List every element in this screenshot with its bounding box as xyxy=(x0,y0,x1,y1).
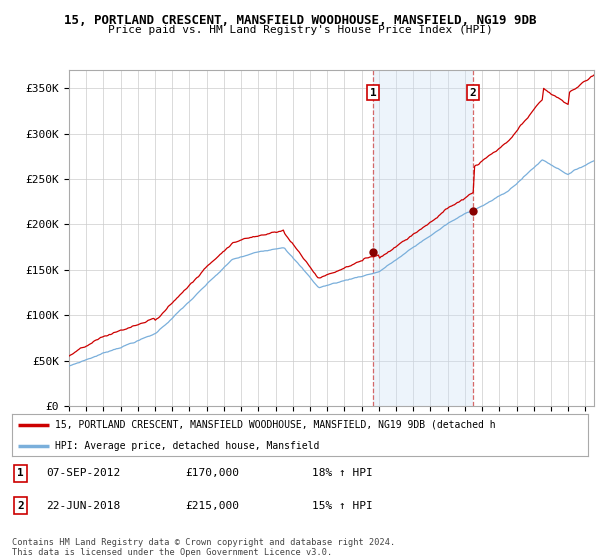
Text: HPI: Average price, detached house, Mansfield: HPI: Average price, detached house, Mans… xyxy=(55,441,320,451)
Text: 2: 2 xyxy=(470,88,476,97)
Text: 2: 2 xyxy=(17,501,24,511)
Text: 22-JUN-2018: 22-JUN-2018 xyxy=(47,501,121,511)
Text: Price paid vs. HM Land Registry's House Price Index (HPI): Price paid vs. HM Land Registry's House … xyxy=(107,25,493,35)
Text: £215,000: £215,000 xyxy=(185,501,239,511)
Text: 07-SEP-2012: 07-SEP-2012 xyxy=(47,468,121,478)
Text: 15% ↑ HPI: 15% ↑ HPI xyxy=(311,501,372,511)
Text: 15, PORTLAND CRESCENT, MANSFIELD WOODHOUSE, MANSFIELD, NG19 9DB: 15, PORTLAND CRESCENT, MANSFIELD WOODHOU… xyxy=(64,14,536,27)
Text: 15, PORTLAND CRESCENT, MANSFIELD WOODHOUSE, MANSFIELD, NG19 9DB (detached h: 15, PORTLAND CRESCENT, MANSFIELD WOODHOU… xyxy=(55,420,496,430)
Text: £170,000: £170,000 xyxy=(185,468,239,478)
Text: Contains HM Land Registry data © Crown copyright and database right 2024.
This d: Contains HM Land Registry data © Crown c… xyxy=(12,538,395,557)
Text: 1: 1 xyxy=(17,468,24,478)
Bar xyxy=(373,70,473,406)
Text: 1: 1 xyxy=(370,88,377,97)
Text: 18% ↑ HPI: 18% ↑ HPI xyxy=(311,468,372,478)
